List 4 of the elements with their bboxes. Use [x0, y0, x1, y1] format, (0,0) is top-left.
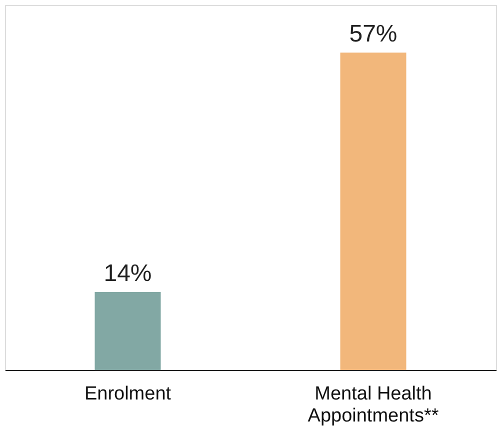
x-tick-label: Mental Health Appointments**	[308, 384, 440, 426]
data-label: 57%	[349, 20, 398, 48]
data-label: 14%	[104, 260, 152, 288]
x-tick-label: Enrolment	[84, 384, 172, 404]
